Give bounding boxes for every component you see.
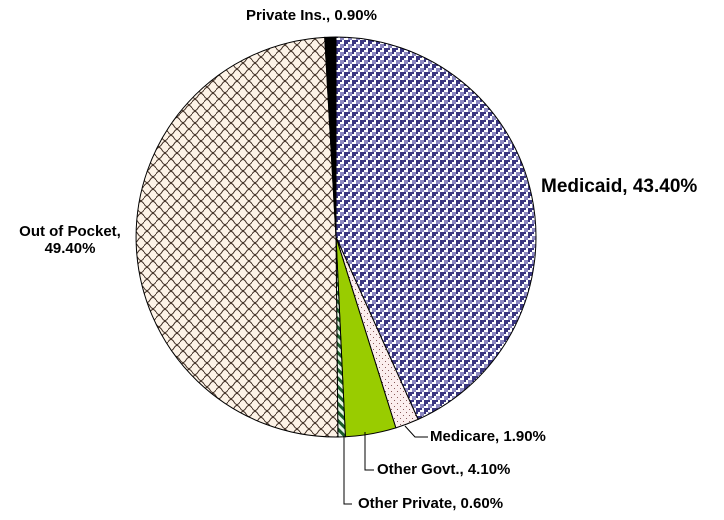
leader-other-govt (364, 432, 374, 471)
slice-out-of-pocket (135, 36, 339, 438)
label-out-of-pocket-line2: 49.40% (44, 240, 96, 257)
slice-medicaid (335, 36, 537, 421)
label-medicaid: Medicaid, 43.40% (541, 176, 698, 197)
label-other-govt: Other Govt., 4.10% (377, 461, 511, 478)
label-other-private: Other Private, 0.60% (358, 495, 504, 512)
label-medicare: Medicare, 1.90% (430, 428, 546, 445)
leader-lines (343, 425, 428, 505)
slice-private-ins (324, 36, 337, 238)
leader-medicare (404, 425, 428, 438)
label-out-of-pocket: Out of Pocket, 49.40% (6, 223, 134, 257)
leader-other-private (343, 437, 352, 505)
pie-slices (135, 36, 537, 438)
label-out-of-pocket-line1: Out of Pocket, (19, 223, 121, 240)
label-private-ins: Private Ins., 0.90% (246, 7, 377, 24)
